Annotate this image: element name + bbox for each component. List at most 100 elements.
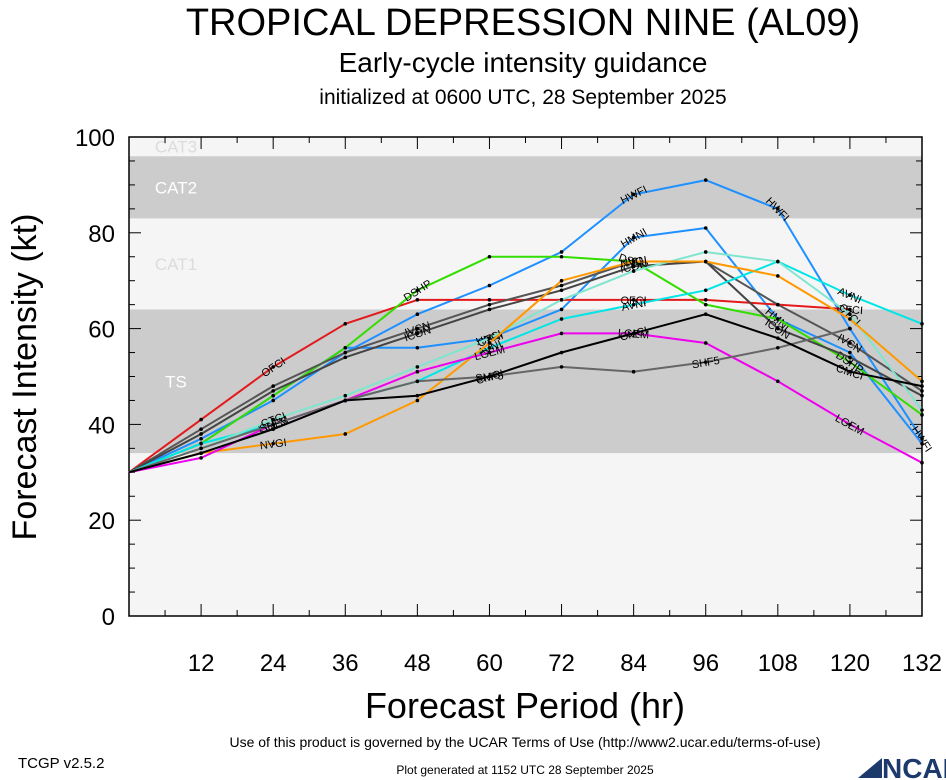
band-label-cat2: CAT2 bbox=[155, 178, 197, 197]
series-point-icon bbox=[848, 355, 852, 360]
series-point-lgem bbox=[920, 460, 924, 465]
series-point-avni bbox=[487, 345, 492, 350]
x-tick-label: 48 bbox=[404, 650, 431, 677]
series-label-text: SHF5 bbox=[691, 355, 721, 371]
x-tick-label: 120 bbox=[830, 650, 870, 677]
series-point-hmni bbox=[415, 345, 420, 350]
series-point-nvgi bbox=[776, 274, 780, 278]
series-point-ivcn bbox=[199, 427, 203, 431]
series-line-icon bbox=[128, 260, 923, 474]
series-point-ofci bbox=[848, 307, 852, 312]
series-point-ofci bbox=[415, 298, 420, 302]
series-point-shf5 bbox=[415, 379, 420, 384]
series-point-nvgi bbox=[920, 379, 924, 384]
x-tick-label: 24 bbox=[260, 650, 287, 677]
series-label-text: NVGI bbox=[620, 255, 648, 270]
series-point-ctci bbox=[271, 417, 275, 422]
series-point-nvgi bbox=[487, 341, 492, 345]
series-point-ctci bbox=[487, 336, 492, 340]
series-point-dshp bbox=[920, 413, 924, 417]
x-tick-label: 36 bbox=[332, 650, 359, 677]
series-point-avni bbox=[920, 322, 924, 326]
series-point-ctci bbox=[631, 269, 636, 273]
series-point-shf5 bbox=[271, 422, 275, 427]
chart-title: TROPICAL DEPRESSION NINE (AL09) bbox=[186, 2, 860, 44]
x-tick-label: 12 bbox=[188, 650, 215, 677]
series-point-icon bbox=[559, 288, 564, 293]
series-point-hwfi bbox=[920, 436, 924, 441]
series-point-ofci bbox=[631, 298, 636, 302]
y-tick-label: 40 bbox=[88, 412, 115, 439]
series-point-shf5 bbox=[703, 360, 708, 364]
series-point-avni bbox=[848, 293, 852, 297]
series-point-icon bbox=[487, 307, 492, 312]
series-line-nvgi bbox=[128, 260, 923, 474]
series-point-cmci bbox=[487, 374, 492, 379]
series-point-nvgi bbox=[559, 278, 564, 283]
series-point-hwfi bbox=[559, 250, 564, 254]
terms-of-use-text: Use of this product is governed by the U… bbox=[229, 734, 820, 750]
series-point-cmci bbox=[271, 427, 275, 431]
series-point-dshp bbox=[559, 254, 564, 259]
series-point-dshp bbox=[703, 302, 708, 307]
series-point-hmni bbox=[559, 307, 564, 312]
series-point-cmci bbox=[703, 312, 708, 317]
series-point-icon bbox=[920, 393, 924, 398]
series-point-nvgi bbox=[415, 398, 420, 403]
plot-area: TS CAT1 CAT2 CAT3 0 20 40 60 80 100 12 24 36 48 60 72 84… bbox=[75, 125, 942, 677]
series-point-dshp bbox=[776, 317, 780, 321]
series-point-dshp bbox=[848, 360, 852, 364]
series-point-avni bbox=[559, 317, 564, 321]
series-point-icon bbox=[631, 264, 636, 269]
series-point-ctci bbox=[920, 408, 924, 412]
x-tick-label: 108 bbox=[758, 650, 798, 677]
ncar-logo: NCAR bbox=[858, 753, 946, 780]
series-label-nvgi: NVGI bbox=[259, 437, 287, 452]
series-point-lgem bbox=[848, 422, 852, 427]
series-point-lgem bbox=[776, 379, 780, 384]
chart-init-time: initialized at 0600 UTC, 28 September 20… bbox=[319, 86, 726, 109]
series-point-ivcn bbox=[415, 326, 420, 331]
series-point-ofci bbox=[703, 298, 708, 302]
series-point-ivcn bbox=[559, 283, 564, 288]
series-point-ivcn bbox=[920, 389, 924, 393]
series-point-dshp bbox=[415, 288, 420, 293]
series-label-text: AVNI bbox=[620, 297, 647, 314]
generated-time-text: Plot generated at 1152 UTC 28 September … bbox=[396, 763, 654, 777]
series-point-avni bbox=[631, 302, 636, 307]
series-line-ivcn bbox=[128, 260, 923, 474]
x-tick-label: 132 bbox=[902, 650, 942, 677]
series-point-hwfi bbox=[271, 398, 275, 403]
series-nvgi: NVGI NVGI bbox=[128, 255, 924, 474]
y-tick-label: 20 bbox=[88, 508, 115, 535]
series-point-nvgi bbox=[343, 432, 348, 436]
band-label-cat1: CAT1 bbox=[155, 255, 197, 274]
series-point-ctci bbox=[343, 393, 348, 398]
ncar-logo-text: NCAR bbox=[882, 753, 946, 780]
series-point-dshp bbox=[343, 345, 348, 350]
series-point-shf5 bbox=[776, 345, 780, 350]
series-point-lgem bbox=[487, 350, 492, 355]
series-point-cmci bbox=[848, 369, 852, 374]
series-point-avni bbox=[703, 288, 708, 293]
series-label-text: NVGI bbox=[259, 437, 287, 452]
series-point-cmci bbox=[343, 398, 348, 403]
series-point-nvgi bbox=[848, 317, 852, 321]
series-point-ivcn bbox=[271, 384, 275, 388]
series-point-ivcn bbox=[776, 302, 780, 307]
series-point-ctci bbox=[776, 259, 780, 264]
series-label-shf5: SHF5 bbox=[691, 355, 721, 371]
ncar-logo-icon bbox=[858, 758, 882, 778]
series-point-hwfi bbox=[776, 207, 780, 211]
series-point-hwfi bbox=[703, 178, 708, 182]
series-line-ctci bbox=[128, 251, 923, 474]
series-point-cmci bbox=[776, 336, 780, 340]
series-point-ofci bbox=[343, 322, 348, 326]
series-point-cmci bbox=[631, 331, 636, 336]
y-tick-label: 100 bbox=[75, 125, 115, 152]
series-label-nvgi: NVGI bbox=[620, 255, 648, 270]
x-tick-label: 96 bbox=[692, 650, 719, 677]
series-point-hwfi bbox=[631, 192, 636, 197]
series-line-cmci bbox=[128, 313, 923, 474]
